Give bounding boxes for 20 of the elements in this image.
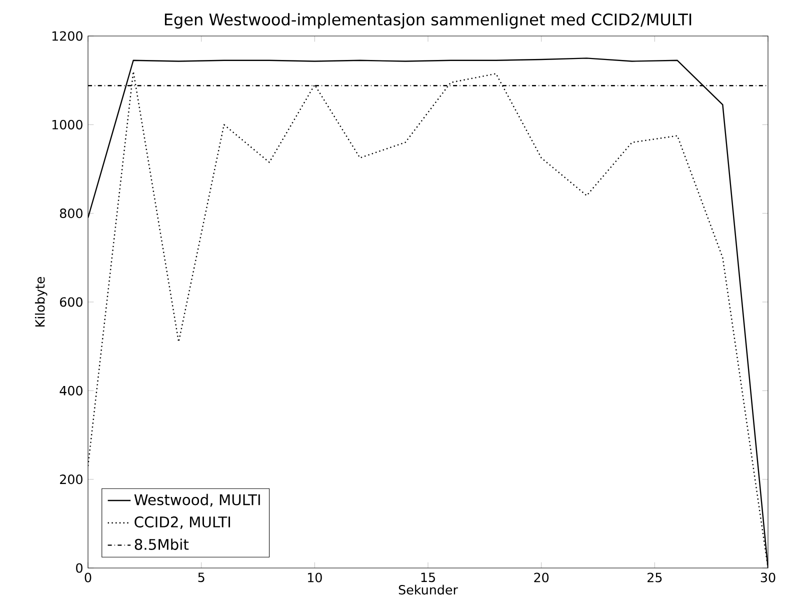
x-tick-label: 30 bbox=[760, 572, 776, 582]
chart-title: Egen Westwood-implementasjon sammenlignet med CCID2/MULTI bbox=[164, 13, 692, 29]
y-tick-label: 200 bbox=[60, 474, 82, 484]
x-tick-label: 10 bbox=[308, 572, 322, 582]
y-tick-label: 800 bbox=[60, 208, 82, 218]
y-tick-label: 1000 bbox=[52, 120, 82, 130]
y-axis-title: Kilobyte bbox=[34, 276, 48, 326]
legend-label: CCID2, MULTI bbox=[134, 516, 230, 529]
legend-label: 8.5Mbit bbox=[134, 538, 189, 550]
y-tick-label: 0 bbox=[76, 563, 82, 573]
x-tick-label: 25 bbox=[648, 572, 662, 582]
x-tick-label: 20 bbox=[534, 572, 549, 582]
y-tick-label: 400 bbox=[60, 386, 82, 396]
x-tick-label: 5 bbox=[198, 572, 204, 582]
y-tick-label: 600 bbox=[60, 297, 82, 307]
legend-label: Westwood, MULTI bbox=[134, 494, 260, 507]
x-tick-label: 15 bbox=[421, 572, 435, 582]
x-tick-label: 0 bbox=[84, 572, 92, 582]
y-tick-label: 1200 bbox=[52, 31, 82, 41]
x-axis-title: Sekunder bbox=[398, 584, 458, 595]
